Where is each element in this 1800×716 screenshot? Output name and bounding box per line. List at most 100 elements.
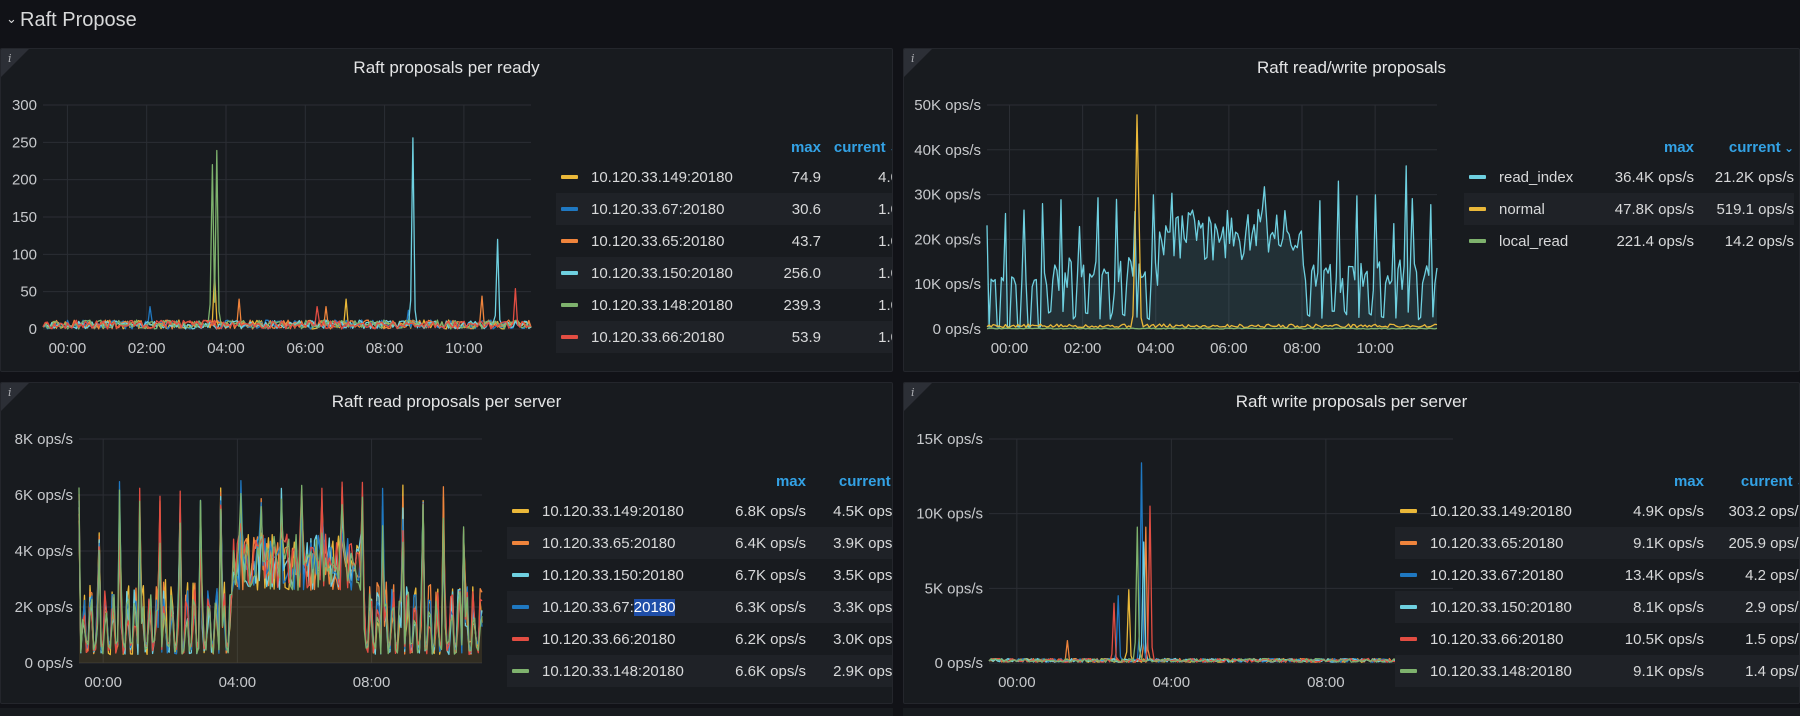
legend-row[interactable]: 10.120.33.150:20180 8.1K ops/s 2.9 ops/s [1395, 591, 1799, 623]
panel-raft-proposals-per-ready[interactable]: i Raft proposals per ready 300 250 200 150 100… [0, 48, 893, 372]
panel-info-corner[interactable] [1, 383, 29, 411]
legend-row[interactable]: 10.120.33.149:20180 4.9K ops/s 303.2 ops/s [1395, 495, 1799, 527]
legend-header-max[interactable]: max [790, 138, 821, 156]
legend-swatch[interactable] [512, 605, 529, 609]
legend-header-max[interactable]: max [775, 472, 806, 490]
legend-series-name[interactable]: 10.120.33.150:20180 [542, 566, 684, 584]
legend-header-current[interactable]: current ⌄ [1704, 473, 1799, 490]
legend-swatch[interactable] [561, 335, 578, 339]
legend-series-name[interactable]: 10.120.33.66:20180 [591, 328, 725, 346]
legend-series-name[interactable]: 10.120.33.150:20180 [591, 264, 733, 282]
chart-p3[interactable]: 8K ops/s 6K ops/s 4K ops/s 2K ops/s 0 ops/s 0… [1, 383, 892, 703]
info-icon[interactable]: i [8, 52, 12, 65]
legend-series-name[interactable]: 10.120.33.67:20180 [542, 598, 676, 616]
sort-desc-icon[interactable]: ⌄ [891, 475, 892, 489]
legend-swatch[interactable] [1469, 175, 1486, 179]
legend-series-name[interactable]: read_index [1499, 168, 1574, 186]
legend-series-name[interactable]: 10.120.33.65:20180 [542, 534, 676, 552]
legend-swatch[interactable] [512, 637, 529, 641]
panel-info-corner[interactable] [904, 383, 932, 411]
info-icon[interactable]: i [8, 386, 12, 399]
legend-row[interactable]: 10.120.33.65:20180 6.4K ops/s 3.9K ops/s [507, 527, 892, 559]
sort-desc-icon[interactable]: ⌄ [1780, 140, 1794, 155]
legend-swatch[interactable] [1400, 605, 1417, 609]
legend-header-max[interactable]: max [1663, 138, 1694, 156]
legend-swatch[interactable] [561, 271, 578, 275]
legend-swatch[interactable] [1400, 669, 1417, 673]
panel-raft-write-proposals-per-server[interactable]: i Raft write proposals per server 15K ops/… [903, 382, 1800, 704]
legend-row[interactable]: 10.120.33.67:20180 30.6 1.0 [556, 193, 892, 225]
panel-info-corner[interactable] [1, 49, 29, 77]
legend-header-current[interactable]: current ⌄ [821, 139, 892, 156]
legend-row[interactable]: 10.120.33.150:20180 6.7K ops/s 3.5K ops/s [507, 559, 892, 591]
panel-title[interactable]: Raft read/write proposals [1257, 58, 1446, 77]
legend-row[interactable]: 10.120.33.148:20180 9.1K ops/s 1.4 ops/s [1395, 655, 1799, 687]
chart-p2[interactable]: 50K ops/s 40K ops/s 30K ops/s 20K ops/s 10K … [904, 49, 1799, 371]
legend-row[interactable]: 10.120.33.66:20180 53.9 1.0 [556, 321, 892, 353]
panel-raft-read-write-proposals[interactable]: i Raft read/write proposals 50K ops/s 40K o… [903, 48, 1800, 372]
legend-series-name[interactable]: 10.120.33.148:20180 [1430, 662, 1572, 680]
legend-row[interactable]: 10.120.33.148:20180 6.6K ops/s 2.9K ops/s [507, 655, 892, 687]
legend-row[interactable]: 10.120.33.150:20180 256.0 1.0 [556, 257, 892, 289]
info-icon[interactable]: i [911, 386, 915, 399]
legend-row[interactable]: normal 47.8K ops/s 519.1 ops/s [1464, 193, 1794, 225]
row-header-raft-propose[interactable]: ⌄ Raft Propose [0, 0, 1800, 40]
legend-series-name[interactable]: 10.120.33.149:20180 [542, 502, 684, 520]
legend-row[interactable]: 10.120.33.149:20180 6.8K ops/s 4.5K ops/s [507, 495, 892, 527]
legend-series-name[interactable]: 10.120.33.66:20180 [1430, 630, 1564, 648]
legend-series-name[interactable]: 10.120.33.149:20180 [1430, 502, 1572, 520]
legend-row[interactable]: 10.120.33.65:20180 43.7 1.0 [556, 225, 892, 257]
legend-row[interactable]: local_read 221.4 ops/s 14.2 ops/s [1464, 225, 1794, 257]
legend-swatch[interactable] [512, 541, 529, 545]
panel-raft-read-proposals-per-server[interactable]: i Raft read proposals per server 8K ops/s 6… [0, 382, 893, 704]
series-line-read_index [986, 165, 1438, 328]
legend-swatch[interactable] [561, 175, 578, 179]
legend-row[interactable]: 10.120.33.66:20180 10.5K ops/s 1.5 ops/s [1395, 623, 1799, 655]
legend-series-name[interactable]: local_read [1499, 232, 1569, 250]
legend-swatch[interactable] [512, 573, 529, 577]
legend-row[interactable]: 10.120.33.66:20180 6.2K ops/s 3.0K ops/s [507, 623, 892, 655]
y-tick-label: 300 [12, 97, 37, 114]
legend-swatch[interactable] [1400, 541, 1417, 545]
legend-swatch[interactable] [512, 669, 529, 673]
legend-swatch[interactable] [512, 509, 529, 513]
panel-title[interactable]: Raft read proposals per server [331, 392, 562, 411]
legend-row[interactable]: 10.120.33.148:20180 239.3 1.0 [556, 289, 892, 321]
legend-series-name[interactable]: 10.120.33.150:20180 [1430, 598, 1572, 616]
panel-info-corner[interactable] [904, 49, 932, 77]
legend-swatch[interactable] [1400, 637, 1417, 641]
legend-header-current[interactable]: current ⌄ [806, 473, 892, 490]
legend-swatch[interactable] [1400, 573, 1417, 577]
chevron-down-icon[interactable]: ⌄ [6, 11, 17, 26]
sort-desc-icon[interactable]: ⌄ [886, 141, 892, 155]
legend-series-name[interactable]: 10.120.33.149:20180 [591, 168, 733, 186]
legend-series-name[interactable]: 10.120.33.67:20180 [1430, 566, 1564, 584]
legend-header-max[interactable]: max [1673, 472, 1704, 490]
chart-p1[interactable]: 300 250 200 150 100 50 0 00:00 02:00 04:00 06:00 08… [1, 49, 892, 371]
legend-row[interactable]: read_index 36.4K ops/s 21.2K ops/s [1464, 161, 1794, 193]
legend-swatch[interactable] [1469, 239, 1486, 243]
legend-series-name[interactable]: 10.120.33.148:20180 [591, 296, 733, 314]
legend-swatch[interactable] [561, 239, 578, 243]
panel-title[interactable]: Raft write proposals per server [1235, 392, 1468, 411]
legend-swatch[interactable] [1469, 207, 1486, 211]
legend-series-name[interactable]: 10.120.33.66:20180 [542, 630, 676, 648]
legend-swatch[interactable] [1400, 509, 1417, 513]
legend-row[interactable]: 10.120.33.65:20180 9.1K ops/s 205.9 ops/s [1395, 527, 1799, 559]
sort-desc-icon[interactable]: ⌄ [1793, 475, 1799, 489]
panel-title[interactable]: Raft proposals per ready [353, 58, 540, 77]
info-icon[interactable]: i [911, 52, 915, 65]
legend-row[interactable]: 10.120.33.67:20180 13.4K ops/s 4.2 ops/s [1395, 559, 1799, 591]
chart-p4[interactable]: 15K ops/s 10K ops/s 5K ops/s 0 ops/s 00:00 04… [904, 383, 1799, 703]
legend-row[interactable]: 10.120.33.149:20180 74.9 4.0 [556, 161, 892, 193]
legend-swatch[interactable] [561, 207, 578, 211]
legend-swatch[interactable] [561, 303, 578, 307]
legend-series-name[interactable]: normal [1499, 200, 1545, 218]
legend-row[interactable]: 10.120.33.67:20180 6.3K ops/s 3.3K ops/s [507, 591, 892, 623]
legend-series-name[interactable]: 10.120.33.67:20180 [591, 200, 725, 218]
legend-series-name[interactable]: 10.120.33.65:20180 [591, 232, 725, 250]
legend-header-current[interactable]: current ⌄ [1694, 139, 1794, 156]
legend-series-name[interactable]: 10.120.33.65:20180 [1430, 534, 1564, 552]
legend-series-name[interactable]: 10.120.33.148:20180 [542, 662, 684, 680]
